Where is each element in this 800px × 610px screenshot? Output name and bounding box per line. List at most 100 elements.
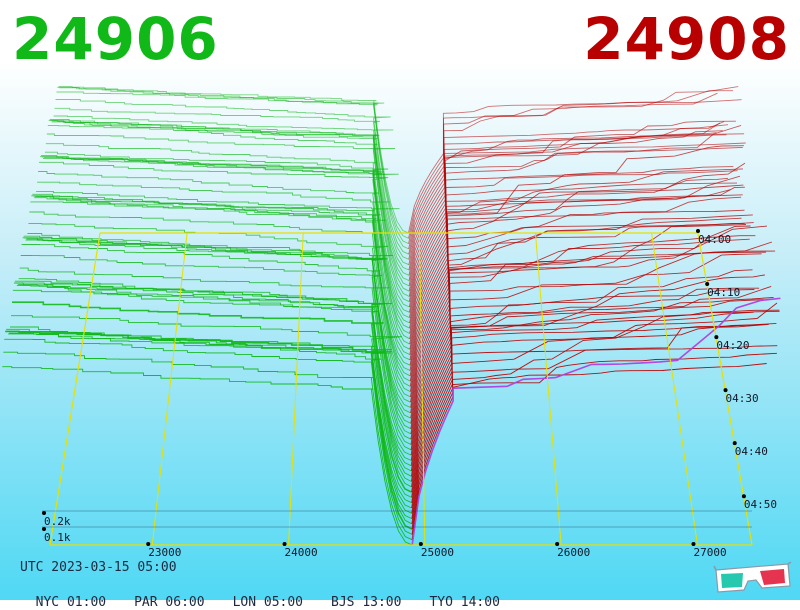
ask-depth-line	[410, 225, 751, 440]
ask-depth-line	[411, 323, 769, 519]
bid-depth-line	[50, 120, 410, 282]
ask-depth-line	[411, 345, 778, 524]
time-tick-label: 04:20	[716, 339, 749, 352]
time-tick-label-marker	[723, 388, 728, 393]
bid-depth-line	[31, 195, 411, 387]
ask-depth-line	[411, 310, 780, 498]
ask-depth-line	[410, 225, 768, 434]
price-tick-label-marker	[555, 542, 560, 546]
grid-price-line	[151, 232, 188, 546]
time-tick-label: 04:10	[707, 286, 740, 299]
ask-depth-line	[409, 162, 746, 360]
ask-depth-line	[410, 289, 755, 472]
ask-depth-line	[409, 209, 745, 382]
bid-depth-line	[48, 120, 410, 292]
price-tick-label-marker	[691, 542, 696, 546]
depth-chart: 23000 24000 25000 26000 27000 0.1k 0.2k 04:00 04…	[2, 86, 781, 559]
bid-depth-line	[43, 156, 410, 319]
bid-depth-line	[57, 87, 409, 245]
ask-depth-line	[408, 142, 746, 271]
ask-depth-line	[409, 145, 744, 355]
ask-depth-line	[408, 146, 743, 308]
ask-depth-line	[409, 170, 738, 318]
utc-time: UTC 2023-03-15 05:00	[20, 560, 177, 575]
city-time-lon: LON 05:00	[232, 595, 304, 610]
city-time-tyo: TYO 14:00	[429, 595, 500, 610]
ask-depth-line	[408, 86, 739, 239]
grid-left-edge	[49, 232, 101, 546]
bid-depth-line	[55, 99, 409, 255]
bid-price: 24906	[12, 5, 219, 73]
bid-depth-line	[4, 338, 413, 535]
ask-depth-line	[410, 235, 756, 419]
bid-depth-line	[18, 278, 412, 456]
city-time-nyc: NYC 01:00	[35, 595, 107, 610]
ask-depth-line	[409, 217, 742, 387]
bid-depth-line	[2, 366, 413, 546]
bid-depth-line	[54, 107, 409, 260]
volume-tick-label-marker	[42, 511, 46, 515]
volume-tick-label: 0.1k	[44, 531, 71, 544]
grid-price-line	[651, 232, 698, 546]
ask-depth-line	[410, 241, 773, 450]
bid-depth-line	[11, 315, 412, 498]
bid-depth-line	[6, 328, 413, 525]
volume-tick-label-marker	[42, 527, 46, 531]
ask-price: 24908	[583, 5, 790, 73]
ask-depth-line	[410, 250, 776, 429]
grid-price-line	[534, 232, 562, 546]
ask-depth-line	[411, 309, 780, 530]
bid-depth-line	[29, 211, 411, 398]
bid-depth-line	[53, 115, 410, 266]
time-tick-label-marker	[732, 441, 737, 446]
volume-tick-label: 0.2k	[44, 515, 71, 528]
ask-depth-line	[409, 196, 742, 366]
ask-depth-line	[411, 352, 777, 535]
time-tick-label-marker	[741, 494, 746, 499]
bid-depth-line	[7, 330, 413, 520]
ask-depth-line	[409, 184, 744, 371]
bid-depth-line	[59, 87, 409, 234]
ask-depth-line	[409, 168, 744, 350]
time-tick-label: 04:30	[726, 392, 759, 405]
bid-depth-line	[44, 151, 410, 313]
bid-depth-line	[47, 125, 410, 297]
price-tick-label: 25000	[421, 546, 454, 559]
price-tick-label: 24000	[285, 546, 318, 559]
3d-glasses-icon[interactable]	[712, 560, 792, 596]
ask-depth-line	[408, 90, 734, 234]
ask-depth-line	[411, 299, 764, 487]
bid-depth-line	[46, 133, 410, 303]
bid-depth-line	[36, 190, 411, 361]
bid-depth-line	[30, 201, 411, 393]
grid-price-line	[418, 232, 426, 546]
ask-depth-line	[409, 186, 745, 376]
ask-depth-line	[410, 311, 754, 477]
world-clocks: NYC 01:00 PAR 06:00 LON 05:00 BJS 13:00 TYO …	[20, 580, 528, 610]
ask-depth-line	[408, 132, 717, 265]
ask-depth-line	[411, 296, 774, 493]
ask-depth-line	[408, 124, 742, 302]
price-tick-label-marker	[146, 542, 151, 546]
bid-depth-line	[45, 143, 410, 308]
ask-depth-line	[410, 222, 745, 403]
price-tick-label: 26000	[557, 546, 590, 559]
bid-depth-line	[34, 197, 411, 371]
bid-depth-line	[9, 332, 412, 509]
ask-depth-line	[409, 194, 743, 345]
ask-depth-line	[409, 182, 738, 323]
price-tick-label: 23000	[148, 546, 181, 559]
bid-depth-line	[12, 289, 412, 488]
latest-ask-depth-line	[411, 297, 781, 546]
bid-depth-line	[22, 237, 412, 435]
grid-price-line	[288, 232, 304, 546]
ask-depth-line	[411, 302, 778, 509]
depth-series-layer	[2, 86, 781, 546]
time-tick-label: 04:40	[735, 445, 768, 458]
ask-depth-line	[410, 285, 772, 466]
price-tick-label: 27000	[693, 546, 726, 559]
ask-depth-line	[409, 214, 753, 397]
axis-labels: 23000 24000 25000 26000 27000 0.1k 0.2k 04:00 04…	[42, 229, 777, 559]
bid-depth-line	[39, 161, 411, 345]
bid-depth-line	[37, 181, 411, 356]
